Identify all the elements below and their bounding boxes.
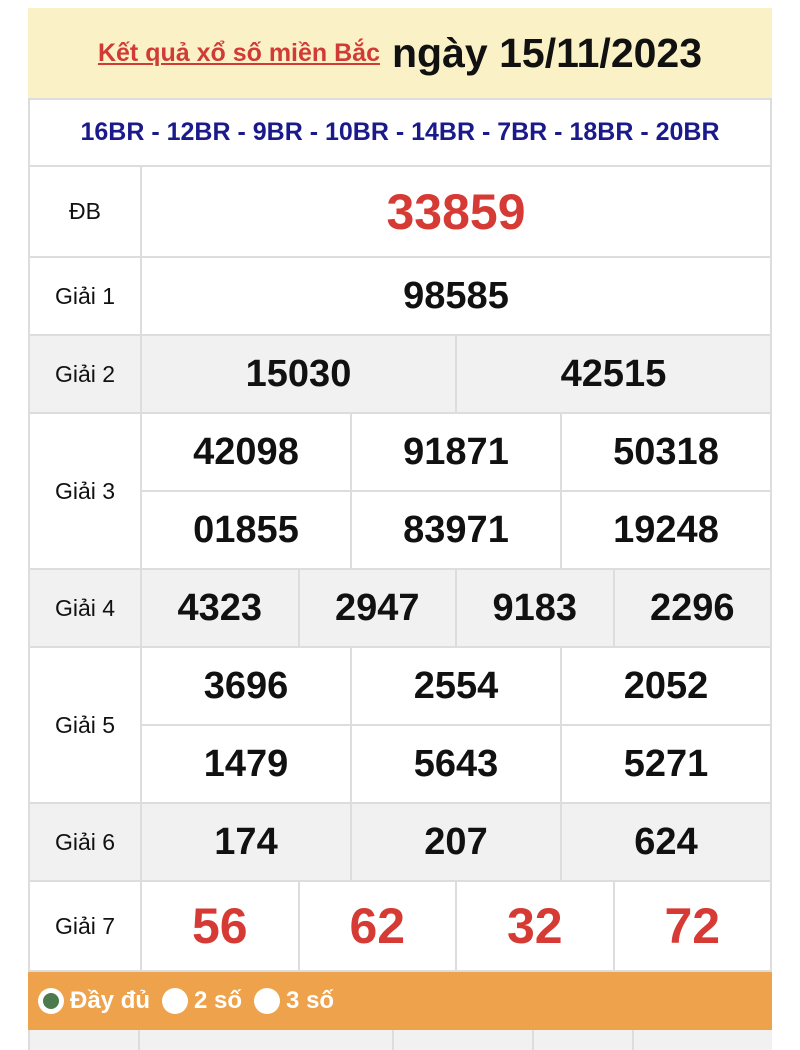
prize-label: Giải 5 [30, 648, 142, 802]
option-label: 2 số [194, 987, 243, 1014]
prize-label: Giải 4 [30, 570, 142, 646]
prize-label: Giải 6 [30, 804, 142, 880]
prize-row: ĐB 33859 [28, 167, 772, 258]
prize-number: 01855 [193, 508, 299, 551]
prize-number: 72 [612, 882, 771, 970]
prize-number: 207 [350, 804, 560, 880]
prize-number: 2052 [560, 648, 770, 724]
prize-number: 33859 [386, 183, 526, 240]
radio-button[interactable] [38, 988, 64, 1014]
prize-number: 5271 [560, 726, 770, 802]
prize-number: 50318 [560, 414, 770, 490]
prize-label: Giải 1 [30, 258, 142, 334]
prize-number: 62 [297, 882, 456, 970]
prize-label: Giải 7 [30, 882, 142, 970]
prize-number: 9183 [455, 570, 613, 646]
option-label: Đầy đủ [70, 987, 151, 1014]
prize-label: Giải 2 [30, 336, 142, 412]
prize-number: 3696 [203, 664, 289, 707]
prize-label: Giải 3 [30, 414, 142, 568]
prize-number: 98585 [403, 274, 509, 317]
results-table: Kết quả xổ số miền Bắc ngày 15/11/2023 1… [28, 8, 772, 1050]
prize-row: Giải 2 15030 42515 [28, 336, 772, 414]
radio-button[interactable] [254, 988, 281, 1014]
prize-row: Giải 3 42098 91871 50318 01855 83971 19248 [28, 414, 772, 570]
prize-row: Giải 7 56 62 32 72 [28, 882, 772, 972]
ticket-codes: 16BR - 12BR - 9BR - 10BR - 14BR - 7BR - … [28, 100, 772, 167]
option-label: 3 số [286, 987, 335, 1014]
title-link[interactable]: Kết quả xổ số miền Bắc [97, 38, 380, 67]
prize-row: Giải 5 3696 2554 2052 1479 5643 5271 [28, 648, 772, 804]
display-options: Đầy đủ 2 số 3 số [28, 972, 772, 1030]
prize-number: 83971 [350, 492, 560, 568]
prize-number: 1479 [203, 742, 289, 785]
prize-row: Giải 6 174 207 624 [28, 804, 772, 882]
prize-number: 5643 [350, 726, 560, 802]
prize-number: 2554 [350, 648, 560, 724]
next-table-row [28, 1030, 772, 1050]
prize-label: ĐB [30, 167, 142, 256]
prize-number: 91871 [350, 414, 560, 490]
prize-number: 56 [191, 898, 248, 954]
prize-number: 32 [455, 882, 613, 970]
prize-number: 19248 [560, 492, 770, 568]
prize-number: 42515 [455, 336, 770, 412]
option-full[interactable]: Đầy đủ [38, 987, 150, 1015]
option-2-digits[interactable]: 2 số [162, 987, 242, 1015]
prize-row: Giải 4 4323 2947 9183 2296 [28, 570, 772, 648]
prize-number: 174 [214, 820, 278, 863]
prize-number: 2296 [612, 570, 771, 646]
prize-number: 624 [560, 804, 770, 880]
option-3-digits[interactable]: 3 số [254, 987, 334, 1015]
header: Kết quả xổ số miền Bắc ngày 15/11/2023 [28, 8, 772, 100]
prize-number: 15030 [245, 352, 352, 395]
prize-number: 2947 [297, 570, 456, 646]
radio-button[interactable] [162, 988, 189, 1014]
draw-date: ngày 15/11/2023 [392, 29, 703, 76]
prize-number: 42098 [193, 430, 299, 473]
prize-row: Giải 1 98585 [28, 258, 772, 336]
prize-number: 4323 [177, 586, 263, 629]
